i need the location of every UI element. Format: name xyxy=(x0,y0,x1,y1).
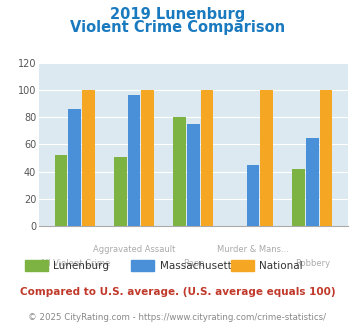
Text: Robbery: Robbery xyxy=(295,259,330,268)
Bar xyxy=(141,90,154,226)
Bar xyxy=(187,124,200,226)
Text: Violent Crime Comparison: Violent Crime Comparison xyxy=(70,20,285,35)
Bar xyxy=(201,90,213,226)
Bar xyxy=(320,90,332,226)
Text: Lunenburg: Lunenburg xyxy=(53,261,109,271)
Text: Compared to U.S. average. (U.S. average equals 100): Compared to U.S. average. (U.S. average … xyxy=(20,287,335,297)
Bar xyxy=(246,165,259,226)
Text: Aggravated Assault: Aggravated Assault xyxy=(93,246,175,254)
Bar xyxy=(55,155,67,226)
Text: National: National xyxy=(259,261,303,271)
Bar xyxy=(306,138,319,226)
Bar xyxy=(174,117,186,226)
Bar xyxy=(68,109,81,226)
Text: Rape: Rape xyxy=(183,259,204,268)
Bar xyxy=(128,95,141,226)
Text: All Violent Crime: All Violent Crime xyxy=(39,259,110,268)
Text: 2019 Lunenburg: 2019 Lunenburg xyxy=(110,7,245,21)
Text: Massachusetts: Massachusetts xyxy=(160,261,237,271)
Bar xyxy=(114,157,127,226)
Text: Murder & Mans...: Murder & Mans... xyxy=(217,246,289,254)
Bar xyxy=(292,169,305,226)
Bar xyxy=(82,90,95,226)
Text: © 2025 CityRating.com - https://www.cityrating.com/crime-statistics/: © 2025 CityRating.com - https://www.city… xyxy=(28,313,327,322)
Bar xyxy=(260,90,273,226)
